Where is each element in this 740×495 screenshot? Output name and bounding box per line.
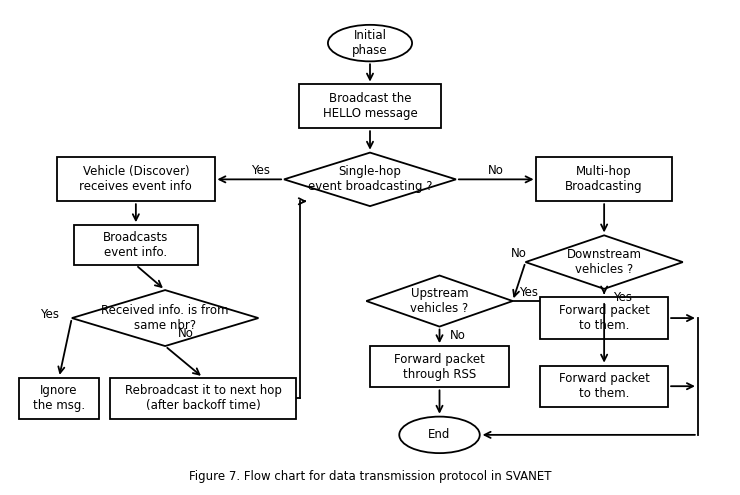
Ellipse shape xyxy=(400,417,480,453)
Text: Upstream
vehicles ?: Upstream vehicles ? xyxy=(411,287,468,315)
Text: Forward packet
through RSS: Forward packet through RSS xyxy=(394,353,485,381)
FancyBboxPatch shape xyxy=(18,378,99,419)
Text: Broadcast the
HELLO message: Broadcast the HELLO message xyxy=(323,93,417,120)
Text: No: No xyxy=(511,247,527,260)
Text: Received info. is from
same nbr?: Received info. is from same nbr? xyxy=(101,304,229,332)
FancyBboxPatch shape xyxy=(110,378,297,419)
FancyBboxPatch shape xyxy=(74,225,198,265)
FancyBboxPatch shape xyxy=(370,346,509,388)
Polygon shape xyxy=(366,276,513,327)
Text: Yes: Yes xyxy=(519,286,538,299)
Ellipse shape xyxy=(328,25,412,61)
FancyBboxPatch shape xyxy=(536,157,672,201)
Text: Broadcasts
event info.: Broadcasts event info. xyxy=(103,231,169,259)
FancyBboxPatch shape xyxy=(540,297,668,339)
Text: Initial
phase: Initial phase xyxy=(352,29,388,57)
FancyBboxPatch shape xyxy=(57,157,215,201)
Polygon shape xyxy=(284,152,456,206)
Text: No: No xyxy=(450,329,465,342)
Text: Yes: Yes xyxy=(251,164,270,177)
Polygon shape xyxy=(525,235,683,289)
Polygon shape xyxy=(72,290,258,346)
FancyBboxPatch shape xyxy=(540,365,668,407)
Text: Ignore
the msg.: Ignore the msg. xyxy=(33,384,85,412)
Text: No: No xyxy=(488,164,504,177)
Text: End: End xyxy=(428,428,451,442)
Text: Vehicle (Discover)
receives event info: Vehicle (Discover) receives event info xyxy=(79,165,192,194)
Text: Forward packet
to them.: Forward packet to them. xyxy=(559,372,650,400)
Text: Multi-hop
Broadcasting: Multi-hop Broadcasting xyxy=(565,165,643,194)
FancyBboxPatch shape xyxy=(299,85,441,128)
Text: Figure 7. Flow chart for data transmission protocol in SVANET: Figure 7. Flow chart for data transmissi… xyxy=(189,470,551,483)
Text: Rebroadcast it to next hop
(after backoff time): Rebroadcast it to next hop (after backof… xyxy=(125,384,282,412)
Text: Forward packet
to them.: Forward packet to them. xyxy=(559,304,650,332)
Text: Yes: Yes xyxy=(613,291,632,304)
Text: Yes: Yes xyxy=(41,308,59,321)
Text: Downstream
vehicles ?: Downstream vehicles ? xyxy=(567,248,642,276)
Text: Single-hop
event broadcasting ?: Single-hop event broadcasting ? xyxy=(308,165,432,194)
Text: No: No xyxy=(178,327,194,341)
